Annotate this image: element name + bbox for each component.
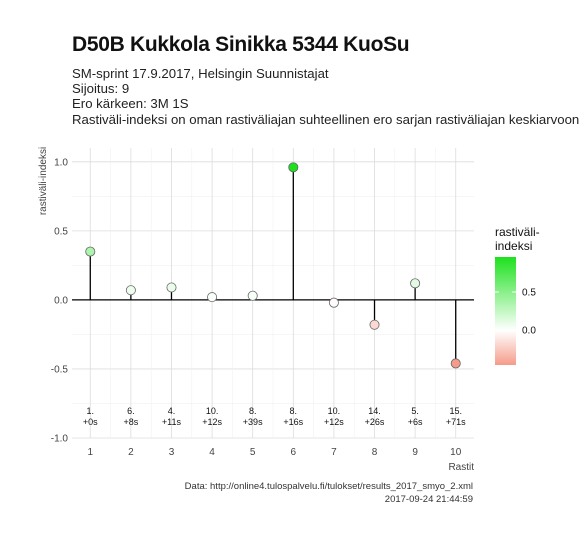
subtitle-gap: Ero kärkeen: 3M 1S [72,96,189,111]
y-axis-ticks: -1.0 -0.5 0.0 0.5 1.0 [51,157,69,444]
x-axis-label: Rastit [448,462,474,473]
x-tick-label: 4 [209,447,215,458]
data-point [369,319,380,330]
point-rank-label: 6. [127,406,135,416]
point-gap-label: +39s [243,417,263,427]
legend-title-line-2: indeksi [495,239,532,253]
legend-title-line-1: rastiväli- [495,225,540,239]
y-tick-label: -1.0 [51,434,69,445]
point-rank-label: 4. [168,406,176,416]
y-tick-label: 0.5 [54,226,68,237]
y-tick-label: 0.0 [54,295,68,306]
x-tick-label: 3 [169,447,175,458]
point-rank-label: 5. [411,406,419,416]
x-tick-label: 2 [128,447,134,458]
data-point [247,290,258,301]
y-tick-label: 1.0 [54,157,68,168]
point-rank-label: 10. [206,406,219,416]
point-rank-label: 8. [249,406,257,416]
source-caption: Data: http://online4.tulospalvelu.fi/tul… [184,481,473,492]
chart-title: D50B Kukkola Sinikka 5344 KuoSu [72,33,410,56]
data-point [85,246,96,257]
point-gap-label: +12s [202,417,222,427]
y-tick-label: -0.5 [51,364,69,375]
point-gap-label: +71s [446,417,466,427]
point-rank-label: 1. [87,406,95,416]
x-axis-ticks: 1 2 3 4 5 6 7 8 9 10 [87,447,461,458]
data-point [166,282,177,293]
x-tick-label: 8 [372,447,378,458]
data-point [410,278,421,289]
legend-tick-label: 0.0 [522,326,536,337]
point-gap-label: +16s [283,417,303,427]
point-gap-label: +0s [83,417,98,427]
point-rank-label: 15. [449,406,462,416]
y-axis-label: rastiväli-indeksi [38,147,49,215]
point-gap-label: +6s [408,417,423,427]
x-tick-label: 7 [331,447,337,458]
x-tick-label: 5 [250,447,256,458]
point-gap-label: +11s [162,417,182,427]
data-point [328,297,339,308]
x-tick-label: 1 [87,447,93,458]
subtitle-event: SM-sprint 17.9.2017, Helsingin Suunnista… [72,66,329,81]
timestamp-caption: 2017-09-24 21:44:59 [384,494,473,505]
legend-color-bar [495,257,516,365]
point-rank-label: 8. [290,406,298,416]
legend-tick-label: 0.5 [522,287,536,298]
data-point [125,285,136,296]
color-legend: rastiväli- indeksi 0.5 0.0 [495,225,540,365]
x-tick-label: 9 [412,447,418,458]
lollipop-points [85,162,461,369]
point-rank-label: 14. [368,406,381,416]
data-point [450,358,461,369]
point-labels: 1.+0s6.+8s4.+11s10.+12s8.+39s8.+16s10.+1… [83,406,466,427]
point-gap-label: +12s [324,417,344,427]
point-rank-label: 10. [328,406,341,416]
subtitle-description: Rastiväli-indeksi on oman rastiväliajan … [72,112,580,127]
x-tick-label: 6 [291,447,297,458]
data-point [288,162,299,173]
point-gap-label: +8s [123,417,138,427]
point-gap-label: +26s [365,417,385,427]
subtitle-placing: Sijoitus: 9 [72,81,130,96]
data-point [207,292,218,303]
x-tick-label: 10 [450,447,462,458]
